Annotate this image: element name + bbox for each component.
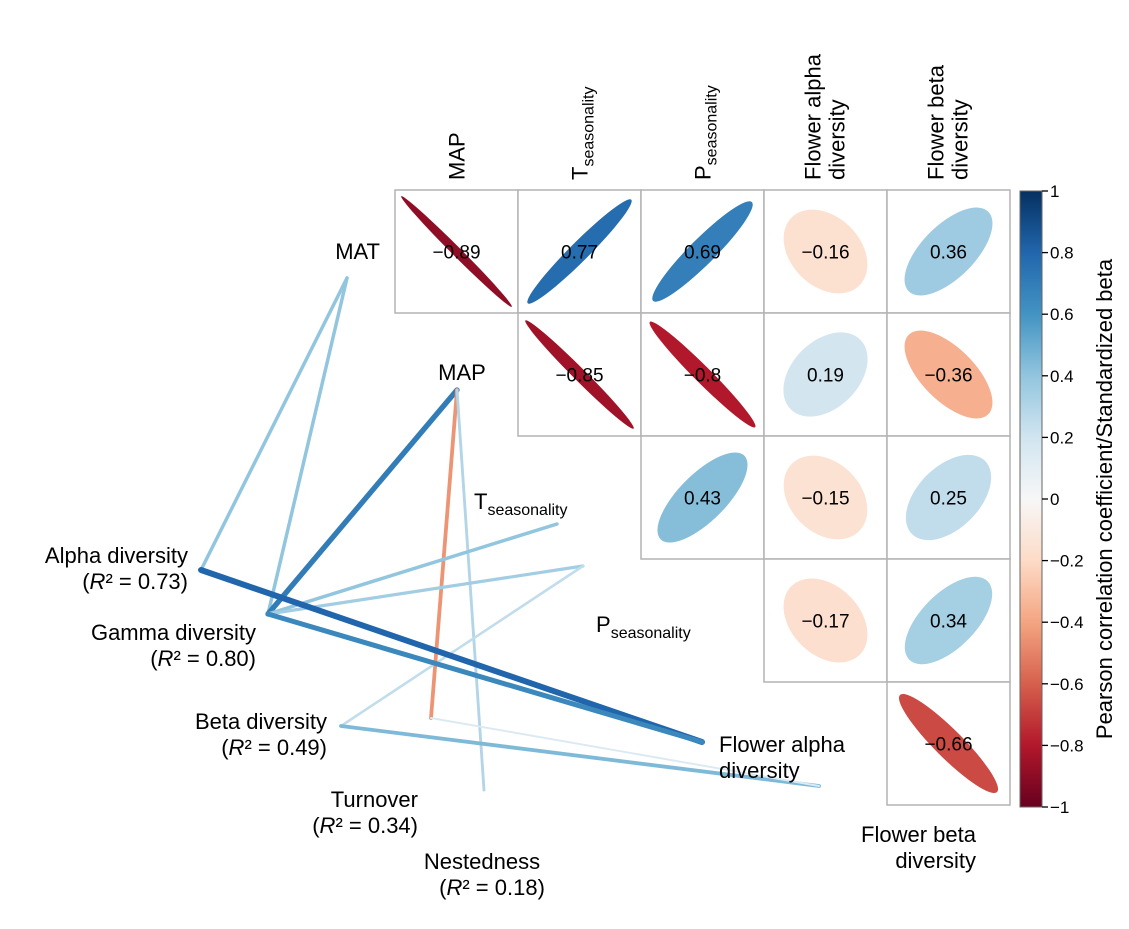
- node-label-alpha: Alpha diversity: [45, 543, 188, 568]
- r2-label-gamma: (R² = 0.80): [150, 646, 256, 671]
- column-header-label: Pseasonality: [691, 85, 721, 180]
- colorbar-tick-label: 0.6: [1050, 305, 1074, 324]
- colorbar-tick-label: −0.6: [1050, 675, 1084, 694]
- matrix-cell: [886, 435, 1011, 560]
- correlation-ellipse: [525, 320, 634, 429]
- path-map-to-nestedness: [455, 388, 486, 792]
- correlation-value: 0.69: [684, 243, 721, 264]
- correlation-value: −0.66: [924, 735, 972, 756]
- r2-label-beta: (R² = 0.49): [221, 735, 327, 760]
- column-header: Flower alpha diversity: [801, 53, 850, 180]
- column-header-line2: diversity: [825, 99, 850, 180]
- correlation-ellipse: [904, 576, 993, 665]
- correlation-ellipse: [401, 196, 512, 307]
- correlation-ellipse: [657, 452, 748, 543]
- column-header: Pseasonality: [691, 85, 721, 180]
- column-header-line2: diversity: [948, 99, 973, 180]
- correlation-value: 0.34: [930, 612, 967, 633]
- correlation-value: 0.36: [930, 243, 967, 264]
- correlation-ellipse: [783, 209, 868, 294]
- colorbar-tick-label: −1: [1050, 798, 1069, 817]
- path-alpha-to-floweralpha: [198, 567, 705, 745]
- path-map-to-gamma: [265, 387, 460, 617]
- node-label-pseas: Pseasonality: [596, 612, 691, 642]
- correlation-ellipse: [904, 207, 993, 296]
- path-beta-to-flowerbeta: [339, 724, 821, 788]
- correlation-ellipse: [783, 332, 868, 417]
- correlation-ellipse: [649, 321, 756, 428]
- colorbar-label: Pearson correlation coefficient/Standard…: [1092, 258, 1117, 739]
- correlation-matrix: −0.89 0.77 0.69 −0.16 0.36 −0.85 −0.8 0.19 −0.36…: [394, 53, 1011, 806]
- node-label-tseas: Tseasonality: [474, 489, 568, 519]
- correlation-value: 0.19: [807, 366, 844, 387]
- node-label-mat: MAT: [335, 239, 380, 264]
- path-pseas-to-beta: [339, 564, 585, 728]
- path-network: [198, 276, 821, 792]
- colorbar-gradient: [1019, 190, 1043, 808]
- correlation-value: −0.8: [684, 366, 722, 387]
- node-label-flowerbeta-line2: diversity: [895, 848, 976, 873]
- colorbar-tick-label: −0.8: [1050, 736, 1084, 755]
- node-label-beta: Beta diversity: [195, 709, 327, 734]
- node-label-map: MAP: [438, 360, 486, 385]
- path-pseas-to-gamma: [266, 564, 585, 616]
- correlation-value: 0.25: [930, 489, 967, 510]
- node-label-turnover: Turnover: [331, 787, 418, 812]
- colorbar-tick-label: 0: [1050, 490, 1059, 509]
- node-label-floweralpha-line2: diversity: [719, 758, 800, 783]
- column-header-line1: Flower beta: [924, 64, 949, 180]
- colorbar-tick-label: −0.4: [1050, 613, 1084, 632]
- correlation-ellipse: [527, 199, 632, 304]
- correlation-value: −0.17: [801, 612, 849, 633]
- correlation-value: −0.15: [801, 489, 849, 510]
- colorbar-tick-label: 0.8: [1050, 244, 1074, 263]
- correlation-ellipse: [904, 330, 993, 419]
- correlation-ellipse: [783, 455, 868, 540]
- path-turnover-to-flowerbeta: [430, 717, 820, 787]
- path-mat-to-alpha: [199, 276, 349, 572]
- correlation-ellipse: [783, 578, 868, 663]
- colorbar: 1 0.8 0.6 0.4 0.2 0 −0.2 −0.4 −0.6 −0.8 −1 Pearson …: [1019, 182, 1117, 817]
- correlation-ellipse: [905, 454, 992, 541]
- column-header-label: MAP: [445, 132, 470, 180]
- correlation-value: −0.36: [924, 366, 972, 387]
- r2-label-turnover: (R² = 0.34): [312, 813, 418, 838]
- node-label-flowerbeta: Flower beta: [861, 822, 977, 847]
- column-header: Flower beta diversity: [924, 64, 973, 180]
- path-gamma-to-floweralpha: [265, 611, 705, 745]
- correlation-value: −0.89: [432, 243, 480, 264]
- correlation-value: −0.85: [555, 366, 603, 387]
- column-header-label: Tseasonality: [568, 87, 598, 181]
- correlation-value: 0.77: [561, 243, 598, 264]
- node-label-floweralpha: Flower alpha: [719, 732, 846, 757]
- node-label-nestedness: Nestedness: [424, 849, 540, 874]
- node-label-gamma: Gamma diversity: [91, 620, 256, 645]
- column-header: Tseasonality: [568, 87, 598, 181]
- column-header: MAP: [445, 132, 470, 180]
- r2-label-nestedness: (R² = 0.18): [439, 875, 545, 900]
- correlation-value: 0.43: [684, 489, 721, 510]
- colorbar-tick-label: −0.2: [1050, 552, 1084, 571]
- r2-label-alpha: (R² = 0.73): [82, 569, 188, 594]
- colorbar-tick-label: 1: [1050, 182, 1059, 201]
- path-tseas-to-gamma: [266, 522, 559, 616]
- network-labels: MAT MAP Tseasonality Pseasonality Alpha dive…: [45, 239, 977, 900]
- path-mat-to-gamma: [266, 276, 349, 616]
- correlation-ellipse: [652, 201, 753, 302]
- correlation-value: −0.16: [801, 243, 849, 264]
- colorbar-tick-label: 0.4: [1050, 367, 1074, 386]
- correlation-ellipse: [898, 693, 999, 794]
- colorbar-tick-label: 0.2: [1050, 428, 1074, 447]
- column-header-line1: Flower alpha: [801, 53, 826, 180]
